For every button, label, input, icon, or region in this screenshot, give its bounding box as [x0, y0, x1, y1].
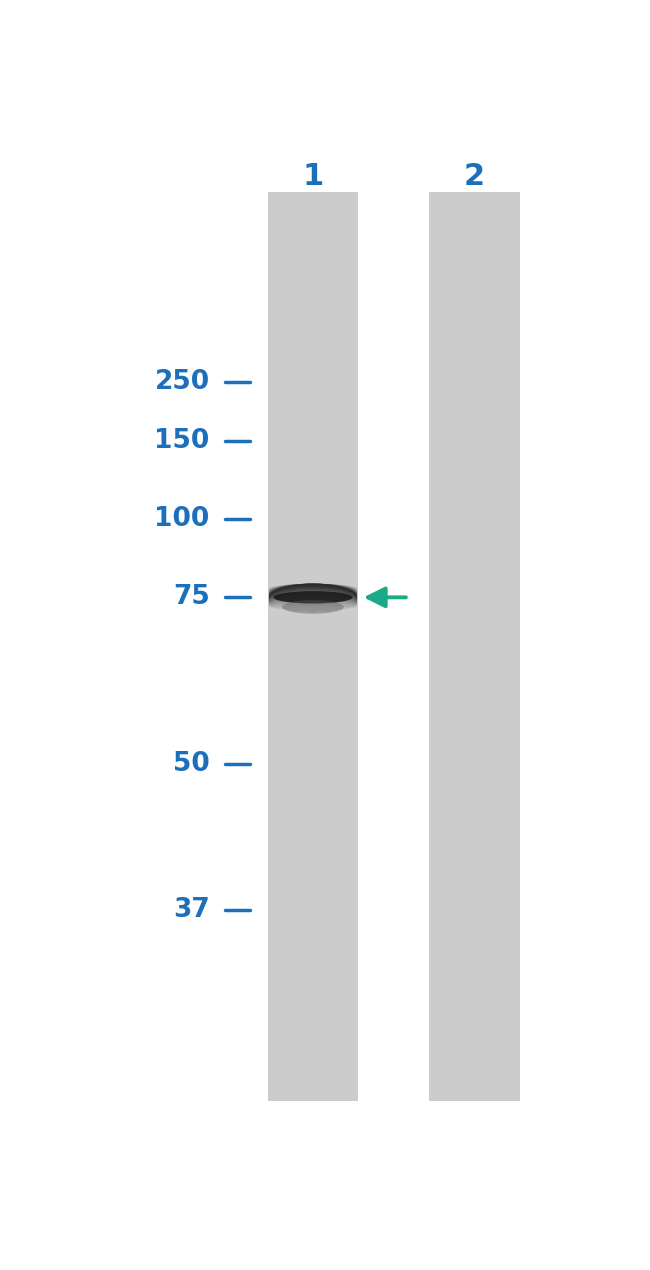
Ellipse shape	[269, 584, 357, 608]
Text: 1: 1	[302, 163, 324, 192]
Ellipse shape	[269, 588, 357, 611]
Ellipse shape	[282, 601, 344, 613]
Ellipse shape	[269, 584, 357, 593]
Ellipse shape	[269, 599, 357, 611]
Ellipse shape	[269, 587, 357, 611]
Ellipse shape	[269, 584, 357, 587]
Ellipse shape	[269, 584, 357, 606]
Ellipse shape	[269, 593, 357, 611]
Ellipse shape	[269, 584, 357, 605]
Text: 2: 2	[463, 163, 485, 192]
Ellipse shape	[269, 605, 357, 611]
Text: 50: 50	[173, 751, 210, 776]
Ellipse shape	[269, 584, 357, 607]
Ellipse shape	[269, 592, 357, 611]
Ellipse shape	[269, 584, 357, 591]
Text: 150: 150	[155, 428, 210, 453]
Ellipse shape	[269, 584, 357, 588]
Ellipse shape	[269, 584, 357, 589]
Ellipse shape	[269, 597, 357, 611]
Text: 37: 37	[173, 898, 210, 923]
Ellipse shape	[269, 584, 357, 602]
Ellipse shape	[269, 584, 357, 611]
Ellipse shape	[269, 601, 357, 611]
Ellipse shape	[269, 608, 357, 611]
Ellipse shape	[269, 598, 357, 611]
Ellipse shape	[269, 584, 357, 599]
Ellipse shape	[269, 606, 357, 611]
Bar	[429, 192, 519, 1101]
Ellipse shape	[269, 584, 357, 598]
Ellipse shape	[269, 585, 357, 611]
Ellipse shape	[269, 607, 357, 611]
Ellipse shape	[269, 596, 357, 611]
Bar	[268, 192, 358, 1101]
Ellipse shape	[269, 584, 357, 594]
Ellipse shape	[269, 594, 357, 611]
Text: 250: 250	[155, 370, 210, 395]
Ellipse shape	[269, 584, 357, 601]
Ellipse shape	[269, 584, 357, 603]
Text: 100: 100	[155, 507, 210, 532]
Text: 75: 75	[173, 584, 210, 611]
Ellipse shape	[273, 591, 353, 603]
Ellipse shape	[269, 584, 357, 611]
Ellipse shape	[269, 584, 357, 592]
Ellipse shape	[269, 584, 357, 597]
Ellipse shape	[269, 591, 357, 611]
Ellipse shape	[269, 602, 357, 611]
